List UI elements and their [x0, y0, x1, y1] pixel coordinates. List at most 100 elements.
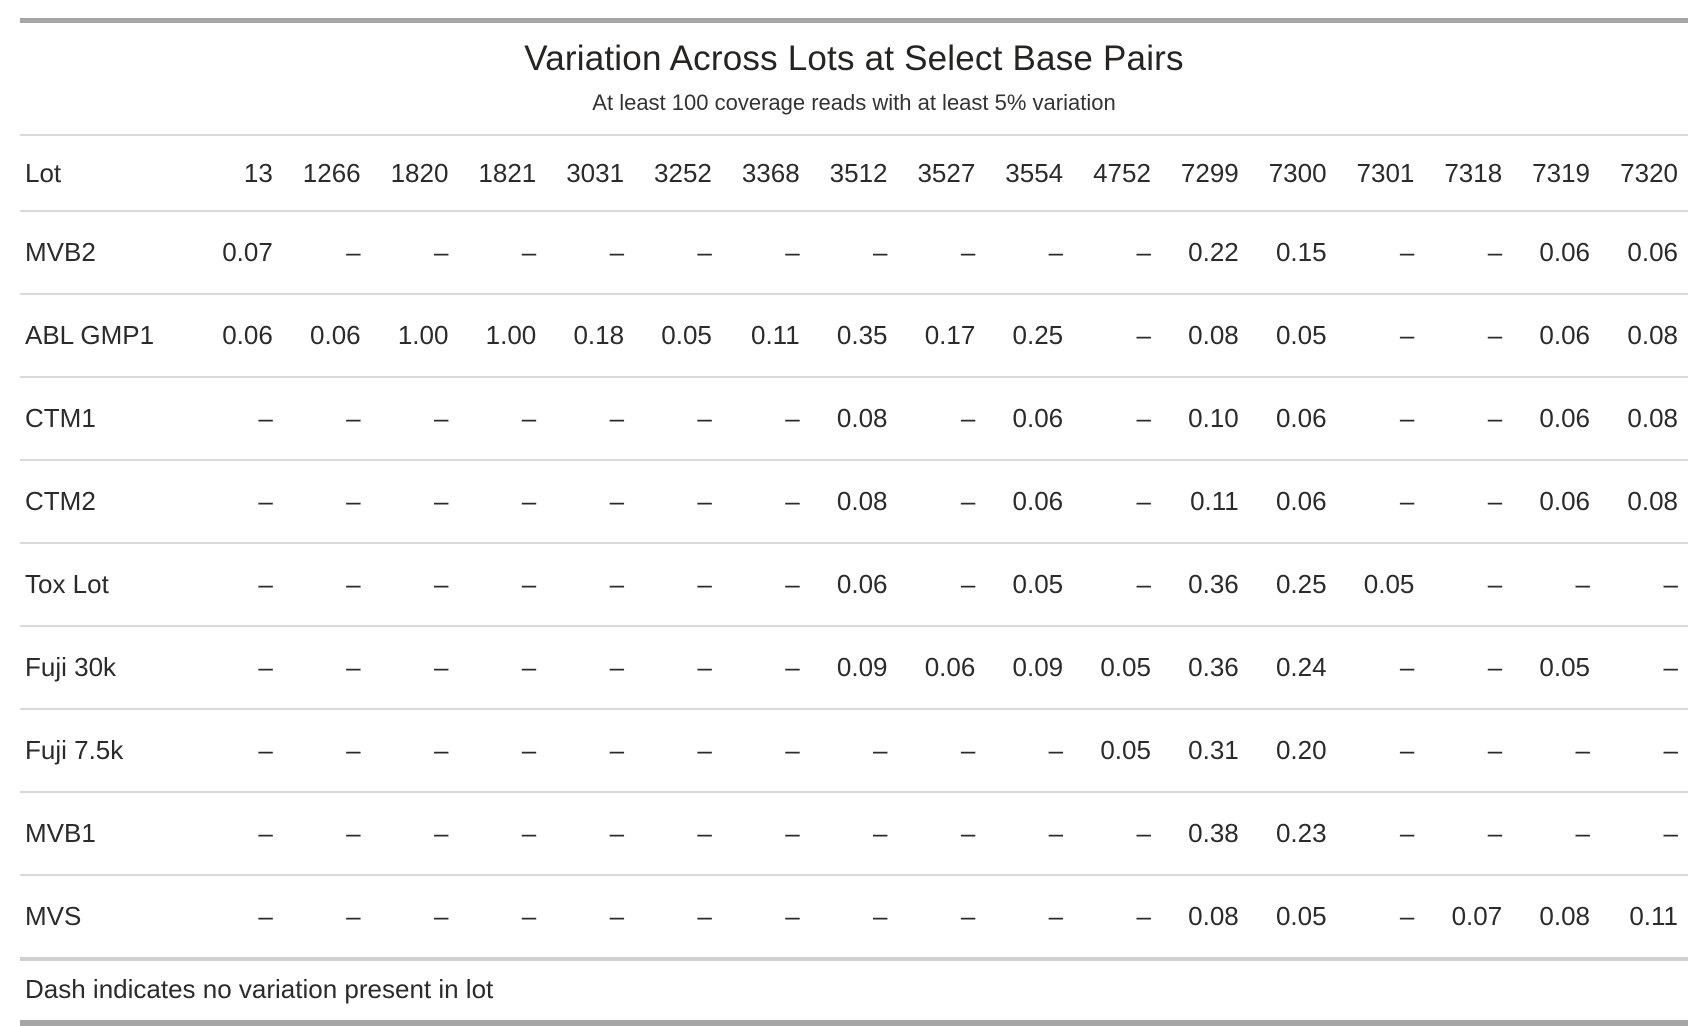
- cell-value: –: [1487, 818, 1503, 848]
- cell-value: –: [433, 237, 449, 267]
- cell-value: –: [1575, 818, 1590, 848]
- cell-value: 0.05: [1539, 652, 1590, 682]
- table-row: MVB1 – – – – – – – – – – – 0.38 0.23 – – – –: [20, 792, 1688, 875]
- cell-value: –: [873, 735, 888, 765]
- cell-value: –: [960, 735, 976, 765]
- cell-value: –: [785, 569, 800, 599]
- cell-value: –: [1136, 237, 1151, 267]
- cell-value: 0.23: [1275, 818, 1327, 848]
- cell-value: 0.06: [924, 652, 976, 682]
- cell-value: 0.06: [1539, 237, 1590, 267]
- cell-value: –: [1487, 652, 1503, 682]
- cell-value: –: [1663, 735, 1678, 765]
- cell-value: –: [609, 486, 625, 516]
- cell-value: 0.08: [836, 403, 888, 433]
- column-header-bp-13: 13: [243, 157, 273, 188]
- cell-value: –: [697, 569, 712, 599]
- cell-value: 0.05: [1275, 901, 1327, 931]
- top-divider: [20, 18, 1688, 23]
- cell-value: 0.08: [1539, 901, 1590, 931]
- column-header-bp-3368: 3368: [741, 157, 800, 188]
- cell-value: 1.00: [485, 320, 537, 350]
- cell-value: –: [785, 486, 800, 516]
- cell-value: 0.08: [1627, 403, 1678, 433]
- cell-value: –: [1048, 818, 1064, 848]
- cell-value: –: [1399, 818, 1415, 848]
- cell-value: –: [1048, 901, 1064, 931]
- cell-value: –: [1487, 403, 1503, 433]
- cell-value: –: [521, 403, 537, 433]
- cell-value: –: [346, 237, 361, 267]
- cell-value: –: [609, 901, 625, 931]
- cell-value: 0.06: [222, 320, 273, 350]
- cell-value: –: [1048, 735, 1064, 765]
- page-subtitle: At least 100 coverage reads with at leas…: [592, 90, 1116, 115]
- row-label: ABL GMP1: [25, 320, 155, 350]
- cell-value: –: [960, 901, 976, 931]
- cell-value: –: [785, 818, 800, 848]
- cell-value: 0.15: [1275, 237, 1327, 267]
- cell-value: –: [1663, 569, 1678, 599]
- cell-value: –: [960, 403, 976, 433]
- cell-value: –: [433, 901, 449, 931]
- column-header-bp-7320: 7320: [1620, 157, 1678, 188]
- cell-value: 0.22: [1188, 237, 1239, 267]
- cell-value: 0.06: [1275, 403, 1327, 433]
- cell-value: –: [785, 403, 800, 433]
- cell-value: –: [1663, 652, 1678, 682]
- cell-value: –: [785, 652, 800, 682]
- cell-value: –: [785, 735, 800, 765]
- cell-value: –: [1136, 486, 1151, 516]
- table-row: Fuji 30k – – – – – – – 0.09 0.06 0.09 0.05 0.36 0.24 –…: [20, 626, 1688, 709]
- column-header-bp-7318: 7318: [1444, 157, 1503, 188]
- cell-value: –: [258, 569, 273, 599]
- cell-value: –: [1487, 735, 1503, 765]
- cell-value: 0.06: [836, 569, 888, 599]
- cell-value: 0.20: [1275, 735, 1327, 765]
- cell-value: –: [785, 237, 800, 267]
- cell-value: 0.05: [661, 320, 712, 350]
- column-header-bp-4752: 4752: [1093, 157, 1151, 188]
- cell-value: –: [1399, 735, 1415, 765]
- cell-value: –: [433, 735, 449, 765]
- cell-value: –: [609, 818, 625, 848]
- cell-value: 0.06: [1539, 486, 1590, 516]
- cell-value: –: [1487, 486, 1503, 516]
- cell-value: –: [346, 735, 361, 765]
- column-header-bp-3554: 3554: [1005, 157, 1064, 188]
- cell-value: 0.05: [1363, 569, 1415, 599]
- cell-value: –: [785, 901, 800, 931]
- cell-value: –: [1575, 569, 1590, 599]
- cell-value: –: [960, 569, 976, 599]
- cell-value: –: [609, 237, 625, 267]
- table-row: Fuji 7.5k – – – – – – – – – – 0.05 0.31 0.20 – – – –: [20, 709, 1688, 792]
- cell-value: –: [1487, 320, 1503, 350]
- column-header-bp-1821: 1821: [478, 157, 537, 188]
- cell-value: 0.10: [1188, 403, 1239, 433]
- cell-value: –: [960, 486, 976, 516]
- cell-value: 1.00: [397, 320, 449, 350]
- cell-value: –: [521, 486, 537, 516]
- column-header-bp-3031: 3031: [566, 157, 625, 188]
- column-header-bp-3512: 3512: [829, 157, 888, 188]
- cell-value: –: [521, 901, 537, 931]
- cell-value: –: [1399, 403, 1415, 433]
- cell-value: –: [609, 403, 625, 433]
- cell-value: –: [521, 735, 537, 765]
- cell-value: –: [433, 652, 449, 682]
- cell-value: –: [873, 237, 888, 267]
- cell-value: –: [258, 901, 273, 931]
- cell-value: –: [346, 901, 361, 931]
- cell-value: –: [1399, 486, 1415, 516]
- cell-value: 0.09: [1012, 652, 1064, 682]
- cell-value: 0.05: [1100, 735, 1151, 765]
- cell-value: –: [609, 735, 625, 765]
- column-header-bp-7319: 7319: [1532, 157, 1590, 188]
- cell-value: 0.07: [222, 237, 273, 267]
- column-header-bp-7301: 7301: [1356, 157, 1415, 188]
- table-row: CTM2 – – – – – – – 0.08 – 0.06 – 0.11 0.06 – – 0.06 0.08: [20, 460, 1688, 543]
- cell-value: –: [1399, 320, 1415, 350]
- cell-value: –: [1048, 237, 1064, 267]
- cell-value: 0.06: [310, 320, 361, 350]
